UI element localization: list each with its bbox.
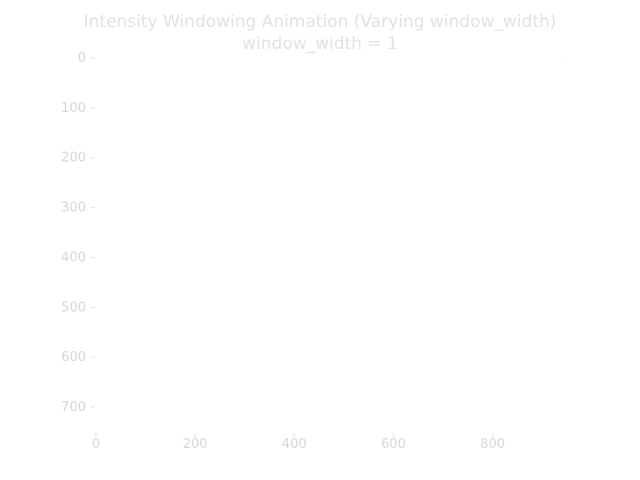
y-tick-label: 200 [61, 151, 86, 166]
y-tick-label: 700 [61, 400, 86, 415]
image-area [96, 58, 562, 432]
y-tick-label: 0 [78, 51, 86, 66]
x-tick-label: 200 [183, 437, 208, 452]
x-tick-label: 600 [381, 437, 406, 452]
x-tick-label: 400 [282, 437, 307, 452]
x-tick-label: 0 [92, 437, 100, 452]
y-tick-label: 600 [61, 350, 86, 365]
y-tick-label: 500 [61, 300, 86, 315]
chart-subtitle: window_width = 1 [242, 34, 398, 54]
y-tick-label: 300 [61, 201, 86, 216]
y-tick-label: 100 [61, 101, 86, 116]
x-tick-label: 800 [480, 437, 505, 452]
chart-title: Intensity Windowing Animation (Varying w… [83, 12, 557, 32]
y-tick-label: 400 [61, 250, 86, 265]
